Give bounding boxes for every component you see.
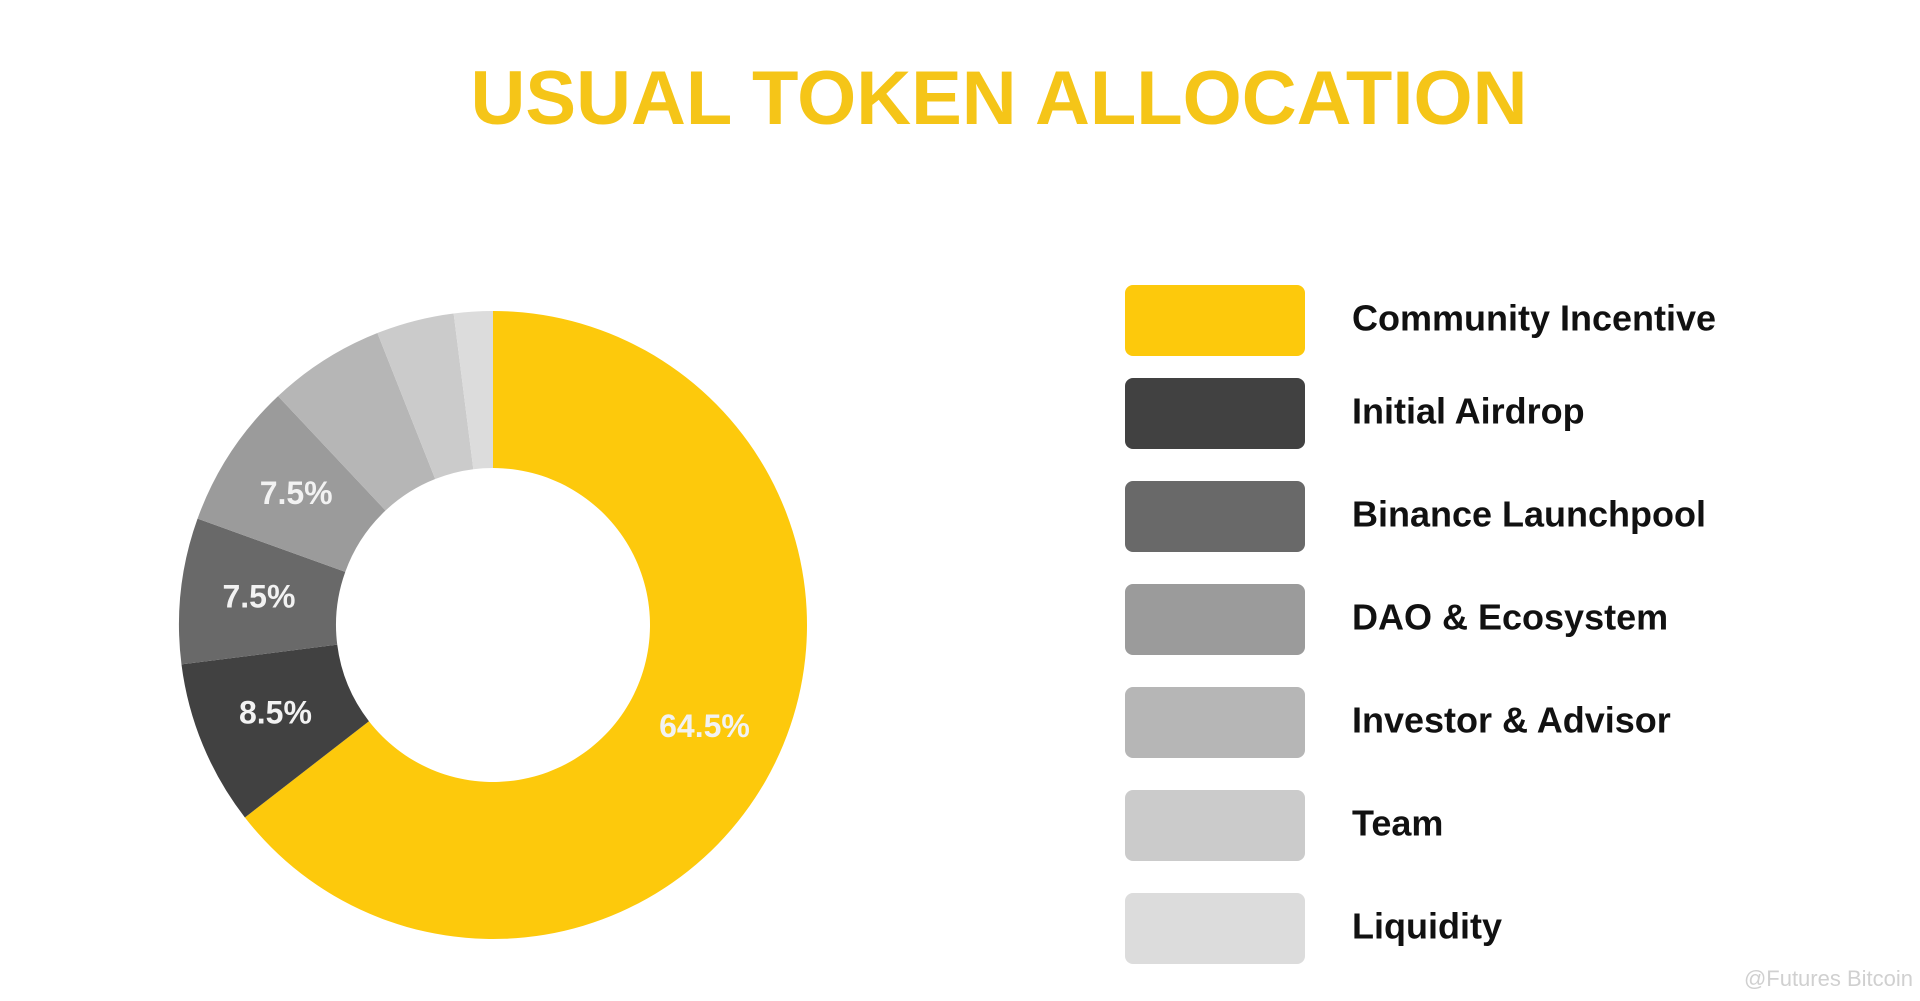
slice-label: 8.5% [239,695,312,731]
legend-swatch [1125,687,1305,758]
slice-label: 7.5% [260,475,333,511]
chart-title: USUAL TOKEN ALLOCATION [471,56,1528,141]
legend-label: Team [1352,803,1443,844]
donut-slice [453,311,493,470]
donut-slice [197,396,386,572]
donut-slice [181,644,369,818]
donut-slice [244,311,807,939]
legend-swatch [1125,285,1305,356]
legend-label: Investor & Advisor [1352,700,1671,741]
legend-label: Community Incentive [1352,298,1716,339]
donut-slice [179,518,346,665]
legend-label: Liquidity [1352,906,1502,947]
donut-slice [377,313,474,480]
slice-label: 64.5% [659,708,750,744]
watermark: @Futures Bitcoin [1744,966,1913,991]
legend-swatch [1125,584,1305,655]
legend-swatch [1125,893,1305,964]
legend-label: Initial Airdrop [1352,391,1585,432]
legend-label: DAO & Ecosystem [1352,597,1668,638]
donut-slice [278,333,436,511]
legend-swatch [1125,790,1305,861]
legend-swatch [1125,481,1305,552]
legend-swatch [1125,378,1305,449]
legend-label: Binance Launchpool [1352,494,1706,535]
slice-label: 7.5% [222,579,295,615]
